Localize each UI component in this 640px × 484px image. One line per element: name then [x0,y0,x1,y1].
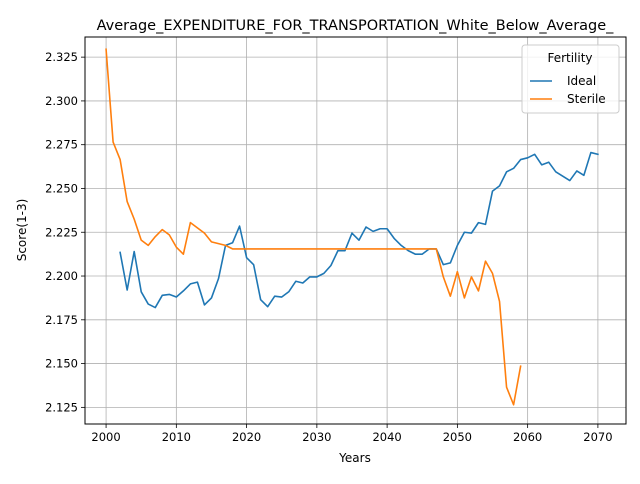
x-tick-label: 2040 [372,430,401,444]
x-tick-label: 2060 [513,430,542,444]
x-axis-label: Years [338,451,371,465]
chart-title: Average_EXPENDITURE_FOR_TRANSPORTATION_W… [97,18,615,34]
y-tick-label: 2.175 [45,313,78,327]
y-tick-label: 2.200 [45,269,78,283]
legend: Fertility Ideal Sterile [521,44,620,114]
series-line-ideal [119,151,599,309]
legend-title: Fertility [547,51,592,65]
x-tick-label: 2020 [232,430,261,444]
x-tick-label: 2050 [443,430,472,444]
y-tick-label: 2.225 [45,225,78,239]
x-axis: 2000 2010 2020 2030 2040 2050 2060 2070 [91,424,613,444]
legend-box [521,44,620,114]
x-tick-label: 2070 [583,430,612,444]
x-tick-label: 2000 [91,430,120,444]
x-tick-label: 2030 [302,430,331,444]
series-layer [105,48,599,406]
x-tick-label: 2010 [162,430,191,444]
legend-label-sterile: Sterile [567,92,606,106]
y-axis-label: Score(1-3) [15,199,29,262]
y-tick-label: 2.325 [45,50,78,64]
y-axis: 2.125 2.150 2.175 2.200 2.225 2.250 2.275 2.300… [45,50,85,414]
y-tick-label: 2.150 [45,357,78,371]
plot-frame [84,36,627,425]
series-line-sterile [105,48,522,406]
y-tick-label: 2.125 [45,400,78,414]
legend-label-ideal: Ideal [567,74,596,88]
y-tick-label: 2.275 [45,138,78,152]
y-tick-label: 2.250 [45,181,78,195]
y-tick-label: 2.300 [45,94,78,108]
